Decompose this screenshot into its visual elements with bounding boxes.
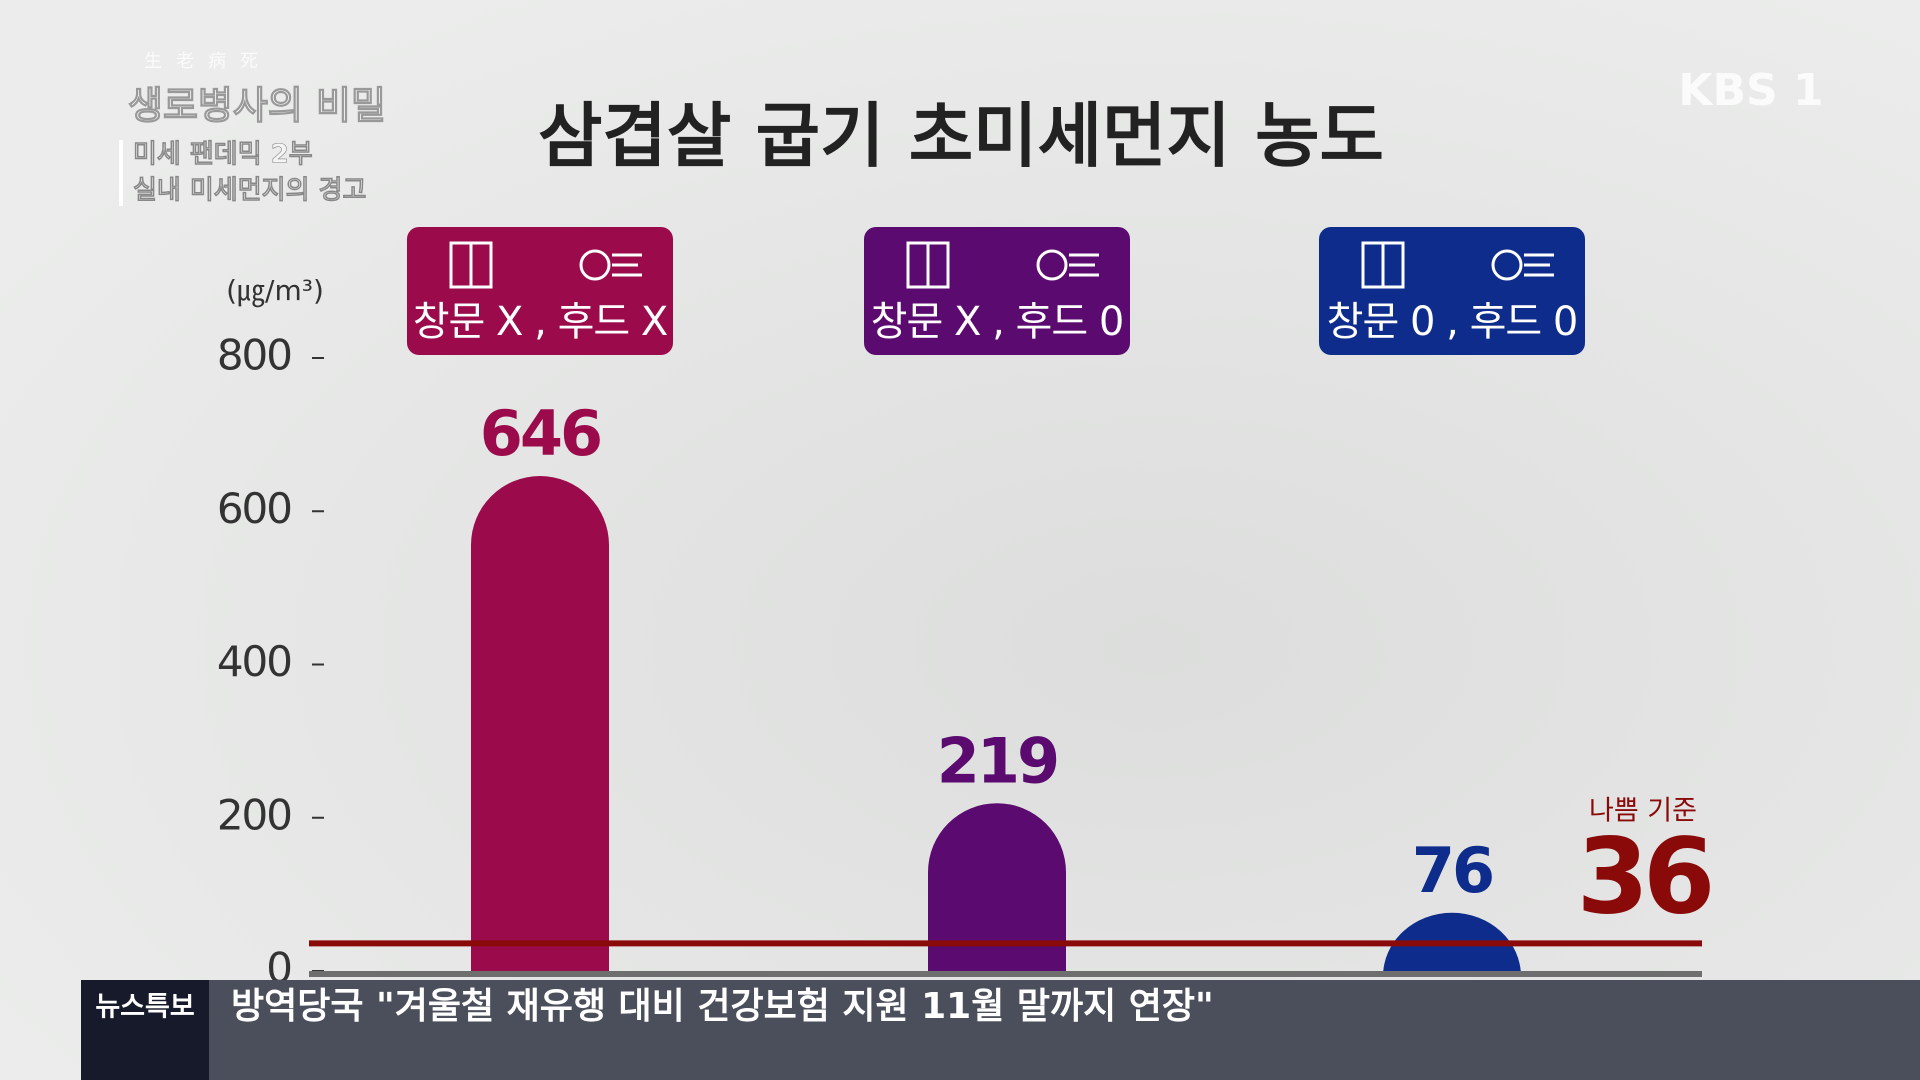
y-tick-label: 600 (217, 484, 291, 533)
value-label: 219 (937, 724, 1057, 797)
reference-label: 나쁨 기준 (1589, 796, 1697, 827)
program-hanja: 生老病死 (144, 51, 272, 72)
fan-icon (579, 249, 611, 281)
program-logo: 생로병사의 비밀 (128, 84, 386, 128)
ticker-bar (81, 980, 1920, 1080)
reference-value: 36 (1577, 815, 1710, 937)
fan-icon (1036, 249, 1068, 281)
ticker-tag-box (81, 980, 209, 1080)
category-label: 창문 0 , 후드 0 (1327, 299, 1578, 345)
logo-bar (119, 140, 123, 206)
fan-icon (1491, 249, 1523, 281)
ticker-text: 방역당국 "겨울철 재유행 대비 건강보험 지원 11월 말까지 연장" (231, 986, 1214, 1027)
channel-logo: KBS 1 (1678, 65, 1823, 116)
episode: 미세 팬데믹 2부 (133, 140, 313, 170)
air-icon (1069, 253, 1099, 277)
air-icon (612, 253, 642, 277)
bar (928, 803, 1066, 971)
y-unit: (㎍/m³) (226, 274, 324, 307)
category-label: 창문 X , 후드 X (413, 299, 668, 345)
category-label: 창문 X , 후드 0 (871, 299, 1124, 345)
episode-title: 실내 미세먼지의 경고 (133, 176, 366, 206)
y-tick-label: 800 (217, 331, 291, 380)
value-label: 76 (1412, 834, 1492, 907)
y-tick-label: 200 (217, 790, 291, 839)
bar (471, 476, 609, 971)
ticker-tag: 뉴스특보 (95, 992, 194, 1023)
chart-title: 삼겹살 굽기 초미세먼지 농도 (538, 95, 1384, 177)
value-label: 646 (480, 397, 600, 470)
y-tick-label: 400 (217, 637, 291, 686)
air-icon (1524, 253, 1554, 277)
